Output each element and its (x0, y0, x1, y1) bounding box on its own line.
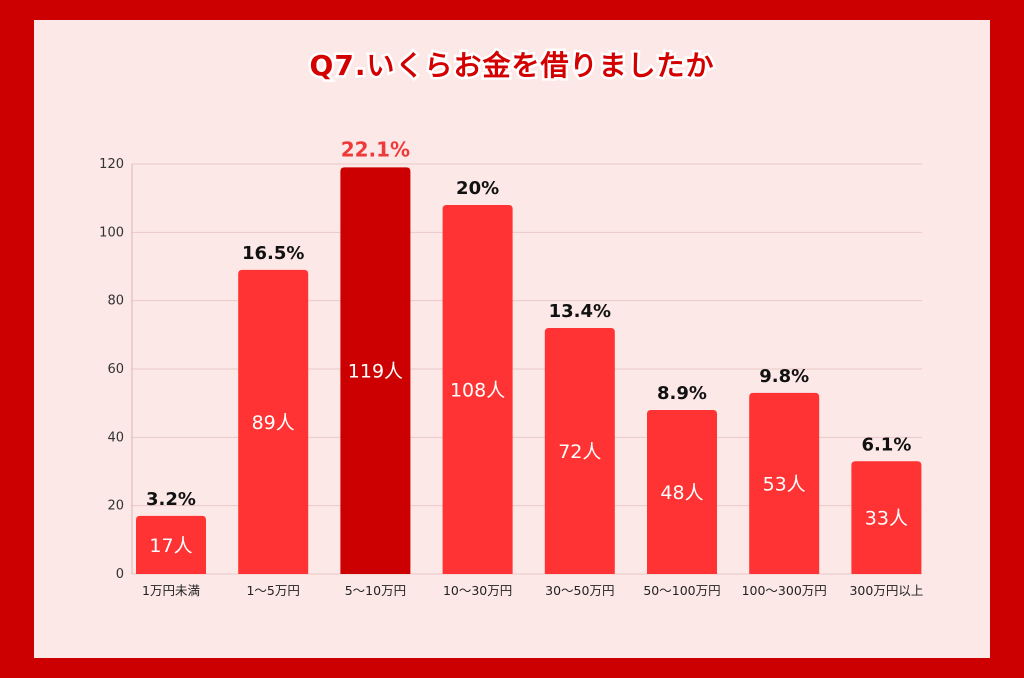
x-tick-label: 5～10万円 (345, 583, 406, 598)
bar (442, 205, 513, 574)
bar-percent-label: 20% (456, 178, 499, 199)
bar-count-label: 108人 (450, 380, 505, 402)
y-tick-label: 80 (107, 294, 124, 309)
x-tick-label: 100～300万円 (742, 583, 827, 598)
bar (647, 410, 717, 574)
y-tick-label: 20 (107, 499, 124, 514)
bar-count-label: 119人 (348, 361, 403, 383)
bar-percent-label: 22.1% (341, 137, 410, 161)
labels: 0 20 40 60 80 100 120 17人 3.2% 1万円未満 89人 16.5% 1～5万円… (99, 137, 923, 598)
bar-percent-label: 16.5% (242, 243, 304, 264)
bars (136, 167, 922, 574)
bar-count-label: 89人 (252, 412, 295, 434)
bar-percent-label: 13.4% (549, 301, 611, 322)
bar-count-label: 17人 (149, 535, 192, 557)
bar (340, 167, 411, 574)
x-tick-label: 1～5万円 (246, 583, 299, 598)
bar-percent-label: 9.8% (759, 366, 809, 387)
x-tick-label: 300万円以上 (849, 583, 923, 598)
y-tick-label: 60 (107, 362, 124, 377)
bar (851, 461, 922, 574)
x-tick-label: 30～50万円 (545, 583, 614, 598)
bar-count-label: 33人 (865, 508, 908, 530)
bar (544, 328, 615, 574)
x-tick-label: 50～100万円 (643, 583, 720, 598)
bar-count-label: 72人 (558, 441, 601, 463)
bar (238, 269, 309, 574)
y-tick-label: 40 (107, 430, 124, 445)
bar-count-label: 53人 (763, 473, 806, 495)
x-tick-label: 1万円未満 (142, 583, 200, 598)
y-tick-label: 120 (99, 157, 124, 172)
x-tick-label: 10～30万円 (443, 583, 512, 598)
bar-percent-label: 8.9% (657, 383, 707, 404)
bar-count-label: 48人 (660, 482, 703, 504)
bar (749, 392, 820, 574)
bar-percent-label: 6.1% (861, 434, 911, 455)
y-tick-label: 100 (99, 225, 124, 240)
bar (136, 515, 206, 574)
bar-percent-label: 3.2% (146, 489, 196, 510)
chart-title: Q7.いくらお金を借りましたか (307, 47, 716, 85)
y-tick-label: 0 (116, 567, 124, 582)
